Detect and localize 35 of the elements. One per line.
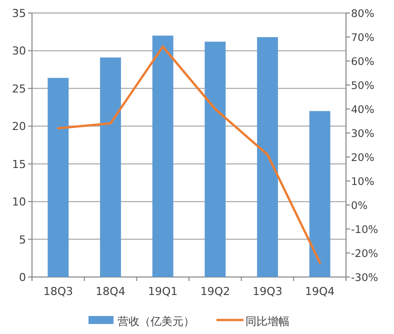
y2-tick-label: 50% (351, 80, 374, 92)
bar (204, 42, 226, 277)
y2-tick-label: 10% (351, 176, 374, 188)
y-tick-label: 20 (12, 120, 26, 134)
legend-label: 营收（亿美元） (118, 315, 194, 328)
y2-tick-label: 40% (351, 104, 374, 116)
y2-tick-label: 30% (351, 128, 374, 140)
y-tick-label: 5 (19, 233, 26, 246)
y-tick-label: 25 (12, 82, 26, 96)
line-series (57, 45, 321, 264)
bar (100, 58, 121, 277)
y-tick-label: 35 (12, 7, 26, 20)
legend-label: 同比增幅 (246, 315, 290, 328)
bar (152, 36, 174, 277)
bar (309, 111, 330, 277)
y2-tick-label: -10% (351, 224, 378, 236)
x-tick-label: 19Q1 (148, 285, 178, 298)
x-tick-label: 18Q3 (43, 285, 73, 298)
y2-tick-label: 70% (351, 32, 374, 44)
y2-tick-label: -30% (351, 272, 378, 284)
x-tick-label: 18Q4 (96, 285, 126, 298)
y-tick-label: 15 (12, 158, 26, 171)
x-tick-label: 19Q3 (252, 285, 282, 298)
y2-tick-label: 20% (351, 152, 374, 164)
y2-tick-label: 60% (351, 56, 374, 68)
y2-tick-label: 80% (351, 8, 374, 20)
x-tick-label: 19Q4 (305, 285, 335, 298)
x-tick-label: 19Q2 (200, 285, 230, 298)
bar (48, 78, 69, 277)
y2-tick-label: -20% (351, 248, 378, 260)
bar (257, 37, 278, 277)
y2-tick-label: 0% (351, 200, 368, 212)
y-tick-label: 30 (12, 44, 26, 58)
y-tick-label: 0 (19, 271, 26, 284)
y-tick-label: 10 (12, 196, 26, 209)
